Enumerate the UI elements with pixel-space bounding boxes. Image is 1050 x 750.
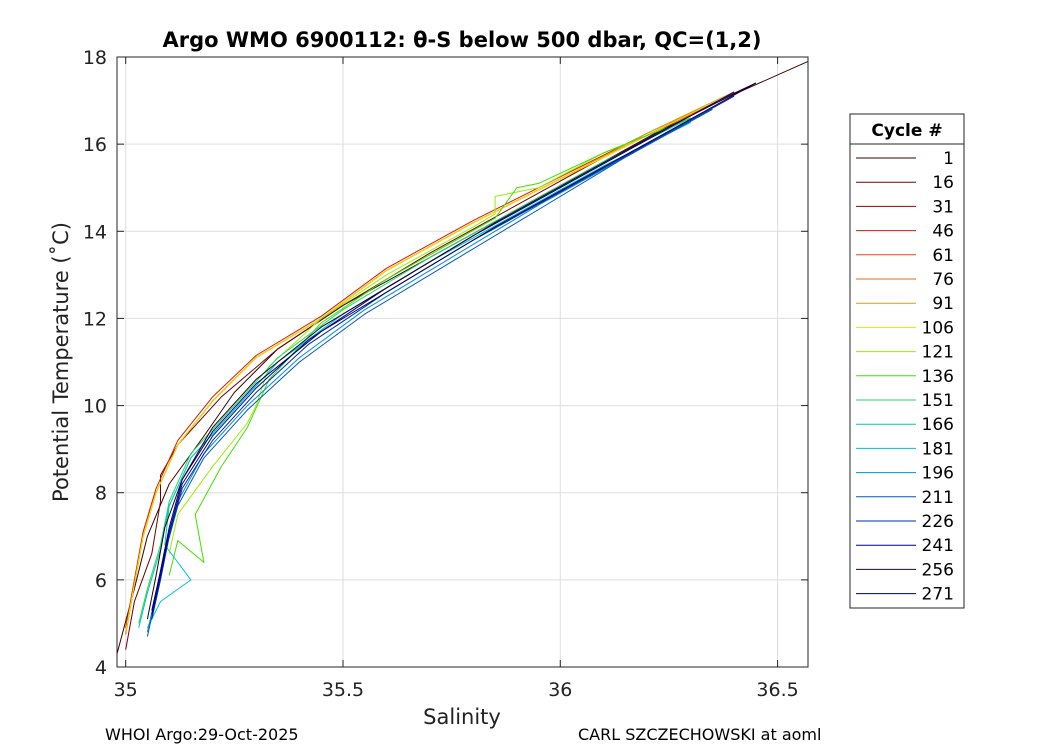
axis-ticks: 35 35.5 36 36.5 4 6 8 10 12 14 16 18	[83, 47, 808, 701]
x-tick-label: 36	[548, 679, 572, 701]
legend-title: Cycle #	[871, 121, 942, 141]
plot-area: 35 35.5 36 36.5 4 6 8 10 12 14 16 18	[83, 47, 809, 701]
legend-label: 241	[922, 536, 954, 556]
legend-box	[849, 113, 965, 609]
y-tick-label: 12	[83, 308, 107, 330]
x-tick-label: 36.5	[756, 679, 798, 701]
series-line-cycle-136	[168, 117, 691, 576]
legend-label: 61	[932, 246, 954, 266]
y-tick-label: 8	[95, 483, 107, 505]
x-tick-label: 35	[114, 679, 138, 701]
y-tick-label: 4	[95, 657, 107, 679]
legend-label: 121	[922, 343, 954, 363]
chart-title: Argo WMO 6900112: θ-S below 500 dbar, QC…	[163, 28, 762, 52]
legend-label: 1	[943, 149, 954, 169]
series-line-cycle-151	[138, 117, 691, 624]
footer-source-date: WHOI Argo:29-Oct-2025	[105, 725, 299, 744]
series-line-cycle-16	[125, 82, 757, 650]
series-line-cycle-106	[125, 91, 735, 633]
y-tick-label: 6	[95, 570, 107, 592]
legend-label: 196	[922, 464, 954, 484]
legend-label: 166	[922, 415, 954, 435]
y-tick-label: 16	[83, 134, 107, 156]
legend-label: 76	[932, 270, 954, 290]
legend-label: 106	[922, 318, 954, 338]
series-line-cycle-271	[151, 82, 757, 611]
plot-frame	[116, 56, 809, 668]
series-line-cycle-46	[125, 91, 735, 628]
legend-label: 181	[922, 439, 954, 459]
x-axis-label: Salinity	[423, 705, 501, 729]
y-axis-label: Potential Temperature (˚C)	[49, 222, 73, 502]
plot-background	[117, 57, 808, 667]
footer-operator: CARL SZCZECHOWSKI at aoml	[578, 725, 822, 744]
legend-label: 46	[932, 222, 954, 242]
legend-label: 211	[922, 488, 954, 508]
legend-label: 91	[932, 294, 954, 314]
y-tick-label: 18	[83, 47, 107, 69]
legend-label: 136	[922, 367, 954, 387]
legend-label: 271	[922, 585, 954, 605]
legend-label: 226	[922, 512, 954, 532]
x-tick-label: 35.5	[322, 679, 364, 701]
legend-label: 151	[922, 391, 954, 411]
series-line-cycle-121	[168, 117, 691, 554]
legend-label: 31	[932, 197, 954, 217]
y-tick-label: 14	[83, 221, 107, 243]
series-line-cycle-241	[151, 91, 735, 615]
series-line-cycle-226	[151, 95, 735, 620]
series-layer	[116, 60, 809, 655]
series-line-cycle-256	[146, 82, 757, 620]
series-line-cycle-181	[146, 121, 691, 629]
legend: Cycle # 11631466176911061211361511661811…	[849, 113, 965, 609]
legend-label: 256	[922, 560, 954, 580]
legend-items: 1 16 31 46 61 76 91 106 121 136 151 166 181 196 211 226…	[856, 149, 954, 605]
y-tick-label: 10	[83, 396, 107, 418]
legend-label: 16	[932, 173, 954, 193]
